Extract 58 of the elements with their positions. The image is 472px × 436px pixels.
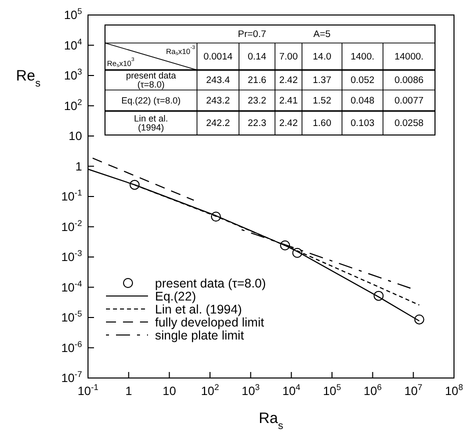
- legend-label: Lin et al. (1994): [155, 302, 242, 316]
- y-tick-label: 10$^{-6}$: [61, 338, 82, 355]
- annotation: 0.103: [350, 118, 374, 128]
- annotation: 2.42: [279, 118, 298, 128]
- y-tick-label: 10$^{-3}$: [61, 248, 82, 264]
- y-tick-label: 1: [75, 159, 82, 174]
- x-tick-label: 10$^{5}$: [322, 382, 342, 398]
- legend-label: present data (τ=8.0): [155, 276, 266, 290]
- x-tick-label: 10$^{6}$: [364, 382, 382, 398]
- annotation: 21.6: [248, 74, 266, 86]
- legend-label: fully developed limit: [155, 316, 265, 330]
- annotation: Lin et al. (1994): [134, 114, 168, 132]
- y-tick-label: 10: [68, 129, 82, 143]
- y-tick-label: 10$^{-5}$: [61, 308, 82, 324]
- x-tick-label: 10$^{4}$: [282, 382, 301, 398]
- legend-label: Eq.(22): [155, 290, 196, 304]
- annotation: 14.0: [312, 51, 332, 62]
- annotation: 0.14: [248, 51, 266, 62]
- annotation: 1.52: [312, 95, 332, 106]
- x-tick-label: 10$^{7}$: [404, 382, 423, 398]
- annotation: 243.2: [206, 95, 230, 106]
- annotation: 242.2: [206, 118, 230, 128]
- annotation: 0.0077: [394, 95, 424, 106]
- y-tick-label: 10$^{-2}$: [61, 218, 82, 234]
- y-tick-label: 10$^{4}$: [64, 36, 82, 52]
- annotation: present data (τ=8.0): [126, 70, 176, 90]
- annotation: 1.60: [312, 118, 332, 128]
- annotation: 7.00: [279, 51, 298, 62]
- annotation: 0.052: [350, 74, 374, 86]
- annotation: Pr=0.7: [238, 28, 266, 40]
- y-tick-label: 10$^{3}$: [64, 66, 82, 82]
- y-axis-title: Re$_{s}$: [16, 68, 40, 90]
- annotation: 0.0014: [203, 51, 233, 62]
- annotation: 243.4: [206, 74, 230, 86]
- annotation: 23.2: [248, 95, 266, 106]
- y-tick-label: 10$^{-7}$: [61, 369, 82, 385]
- x-tick-label: 1: [125, 384, 132, 398]
- y-tick-label: 10$^{-4}$: [61, 278, 82, 294]
- legend-label: single plate limit: [155, 328, 244, 342]
- x-tick-label: 10$^{3}$: [242, 382, 260, 398]
- annotation: 2.42: [279, 74, 298, 86]
- x-tick-label: 10: [162, 384, 176, 398]
- annotation: 0.0258: [394, 118, 424, 128]
- y-tick-label: 10$^{2}$: [64, 96, 82, 113]
- annotation: 14000.: [394, 51, 424, 62]
- annotation: 2.41: [279, 95, 298, 106]
- annotation: 1.37: [312, 74, 332, 86]
- annotation: 0.048: [350, 95, 374, 106]
- annotation: A=5: [313, 28, 331, 40]
- annotation: Eq.(22) (τ=8.0): [121, 96, 181, 106]
- annotation: 22.3: [248, 118, 266, 128]
- annotation: 1400.: [350, 51, 374, 62]
- y-tick-label: 10$^{-1}$: [61, 188, 82, 204]
- x-axis-title: Ra$_{s}$: [258, 410, 284, 432]
- x-tick-label: 10$^{8}$: [444, 382, 464, 398]
- y-tick-label: 10$^{5}$: [64, 6, 82, 22]
- x-tick-label: 10$^{2}$: [200, 382, 220, 398]
- annotation: 0.0086: [394, 74, 424, 86]
